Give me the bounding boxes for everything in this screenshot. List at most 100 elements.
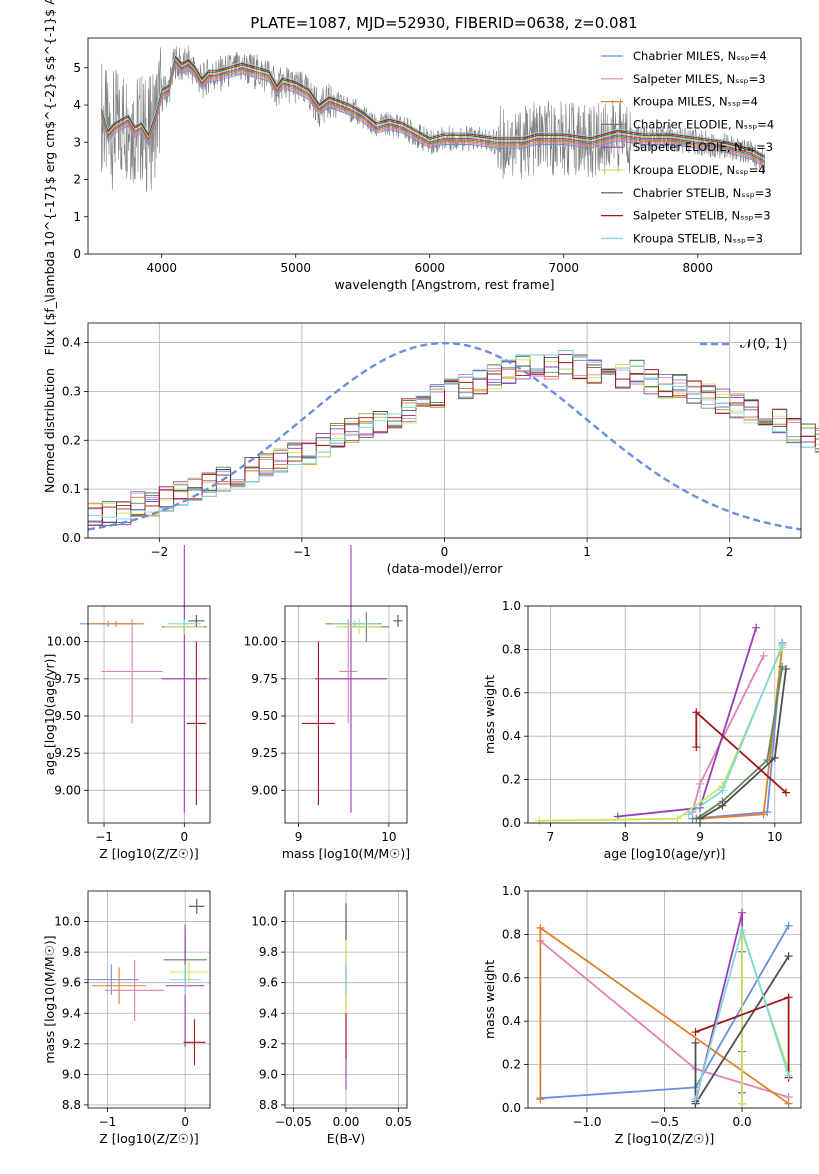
y-tick-label: 1 bbox=[73, 210, 81, 224]
x-tick-label: −2 bbox=[150, 545, 168, 559]
x-axis-label: Z [log10(Z/Z☉)] bbox=[615, 1131, 715, 1146]
plot-frame bbox=[284, 605, 408, 824]
point-marker bbox=[535, 816, 544, 825]
legend-label: Chabrier ELODIE, Nₛₛₚ=4 bbox=[633, 117, 774, 131]
y-tick-label: 0.2 bbox=[502, 1058, 521, 1072]
y-tick-label: 9.6 bbox=[259, 976, 278, 990]
x-axis-label: Z [log10(Z/Z☉)] bbox=[99, 1131, 199, 1146]
x-tick-label: 0 bbox=[181, 1115, 189, 1129]
point-marker bbox=[784, 1071, 793, 1080]
legend-label: Kroupa ELODIE, Nₛₛₚ=4 bbox=[633, 163, 766, 177]
y-tick-label: 2 bbox=[73, 173, 81, 187]
y-tick-label: 9.4 bbox=[62, 1006, 81, 1020]
y-tick-label: 0.4 bbox=[502, 729, 521, 743]
x-tick-label: 6000 bbox=[414, 261, 445, 275]
x-tick-label: 8000 bbox=[683, 261, 714, 275]
point-marker bbox=[692, 743, 701, 752]
y-tick-label: 8.8 bbox=[62, 1098, 81, 1112]
x-tick-label: 10 bbox=[381, 830, 396, 844]
x-tick-label: 10 bbox=[767, 830, 782, 844]
plot-frame bbox=[87, 322, 802, 539]
y-tick-label: 0.2 bbox=[62, 433, 81, 447]
y-tick-label: 10.00 bbox=[47, 635, 81, 649]
x-tick-label: −1 bbox=[99, 1115, 117, 1129]
y-tick-label: 9.8 bbox=[62, 945, 81, 959]
y-tick-label: 9.2 bbox=[62, 1037, 81, 1051]
point-marker bbox=[696, 814, 705, 823]
plot-frame bbox=[527, 890, 802, 1109]
y-tick-label: 0.0 bbox=[62, 531, 81, 545]
y-tick-label: 9.0 bbox=[62, 1067, 81, 1081]
plot-frame bbox=[87, 37, 802, 255]
point-marker bbox=[763, 756, 772, 765]
point-marker bbox=[684, 810, 693, 819]
point-marker bbox=[784, 921, 793, 930]
point-marker bbox=[784, 952, 793, 961]
y-tick-label: 0.6 bbox=[502, 971, 521, 985]
y-tick-label: 0.4 bbox=[62, 336, 81, 350]
point-marker bbox=[738, 926, 747, 935]
y-tick-label: 0.6 bbox=[502, 686, 521, 700]
y-tick-label: 0.2 bbox=[502, 773, 521, 787]
point-marker bbox=[691, 1038, 700, 1047]
point-marker bbox=[536, 923, 545, 932]
x-tick-label: 5000 bbox=[280, 261, 311, 275]
x-tick-label: 2 bbox=[726, 545, 734, 559]
y-tick-label: 0.3 bbox=[62, 384, 81, 398]
point-marker bbox=[691, 1028, 700, 1037]
point-marker bbox=[673, 814, 682, 823]
y-tick-label: 0.8 bbox=[502, 927, 521, 941]
x-tick-label: 9 bbox=[295, 830, 303, 844]
x-axis-label: wavelength [Angstrom, rest frame] bbox=[334, 277, 554, 292]
point-marker bbox=[782, 664, 791, 673]
y-axis-label: Flux [$f_\lambda 10^{-17}$ erg cm$^{-2}$… bbox=[42, 0, 57, 355]
figure-title: PLATE=1087, MJD=52930, FIBERID=0638, z=0… bbox=[250, 14, 637, 32]
series-line bbox=[691, 655, 765, 813]
y-tick-label: 8.8 bbox=[259, 1098, 278, 1112]
point-marker bbox=[738, 908, 747, 917]
x-tick-label: 0.05 bbox=[385, 1115, 412, 1129]
point-marker bbox=[696, 779, 705, 788]
point-marker bbox=[759, 651, 768, 660]
point-marker bbox=[778, 641, 787, 650]
y-tick-label: 10.0 bbox=[251, 915, 278, 929]
x-tick-label: 1 bbox=[583, 545, 591, 559]
x-tick-label: 7000 bbox=[549, 261, 580, 275]
y-tick-label: 0.1 bbox=[62, 482, 81, 496]
y-tick-label: 9.00 bbox=[251, 783, 278, 797]
x-tick-label: −0.05 bbox=[275, 1115, 312, 1129]
model-line bbox=[100, 53, 766, 156]
point-marker bbox=[692, 708, 701, 717]
y-tick-label: 9.25 bbox=[54, 746, 81, 760]
y-tick-label: 10.00 bbox=[244, 635, 278, 649]
x-tick-label: −1.0 bbox=[572, 1115, 601, 1129]
plot-frame bbox=[527, 605, 802, 824]
y-tick-label: 9.25 bbox=[251, 746, 278, 760]
legend-label: 𝒩(0, 1) bbox=[740, 337, 787, 352]
y-tick-label: 9.00 bbox=[54, 783, 81, 797]
point-marker bbox=[718, 786, 727, 795]
point-marker bbox=[536, 1095, 545, 1104]
legend-label: Kroupa MILES, Nₛₛₚ=4 bbox=[633, 95, 758, 109]
gaussian-curve bbox=[87, 341, 802, 531]
y-tick-label: 9.6 bbox=[62, 976, 81, 990]
y-axis-label: Normed distribution bbox=[42, 368, 57, 493]
x-axis-label: E(B-V) bbox=[327, 1131, 366, 1146]
point-marker bbox=[718, 801, 727, 810]
point-marker bbox=[752, 623, 761, 632]
series-line bbox=[695, 666, 784, 820]
y-tick-label: 0 bbox=[73, 247, 81, 261]
y-tick-label: 0.4 bbox=[502, 1014, 521, 1028]
legend-label: Salpeter ELODIE, Nₛₛₚ=3 bbox=[633, 140, 773, 154]
x-tick-label: 0 bbox=[441, 545, 449, 559]
y-tick-label: 9.8 bbox=[259, 945, 278, 959]
x-tick-label: −1 bbox=[95, 830, 113, 844]
y-tick-label: 1.0 bbox=[502, 884, 521, 898]
y-tick-label: 10.0 bbox=[54, 915, 81, 929]
x-axis-label: Z [log10(Z/Z☉)] bbox=[99, 846, 199, 861]
y-tick-label: 0.0 bbox=[502, 1101, 521, 1115]
x-tick-label: −1 bbox=[293, 545, 311, 559]
point-marker bbox=[770, 753, 779, 762]
y-tick-label: 0.0 bbox=[502, 816, 521, 830]
plot-frame bbox=[87, 605, 211, 824]
